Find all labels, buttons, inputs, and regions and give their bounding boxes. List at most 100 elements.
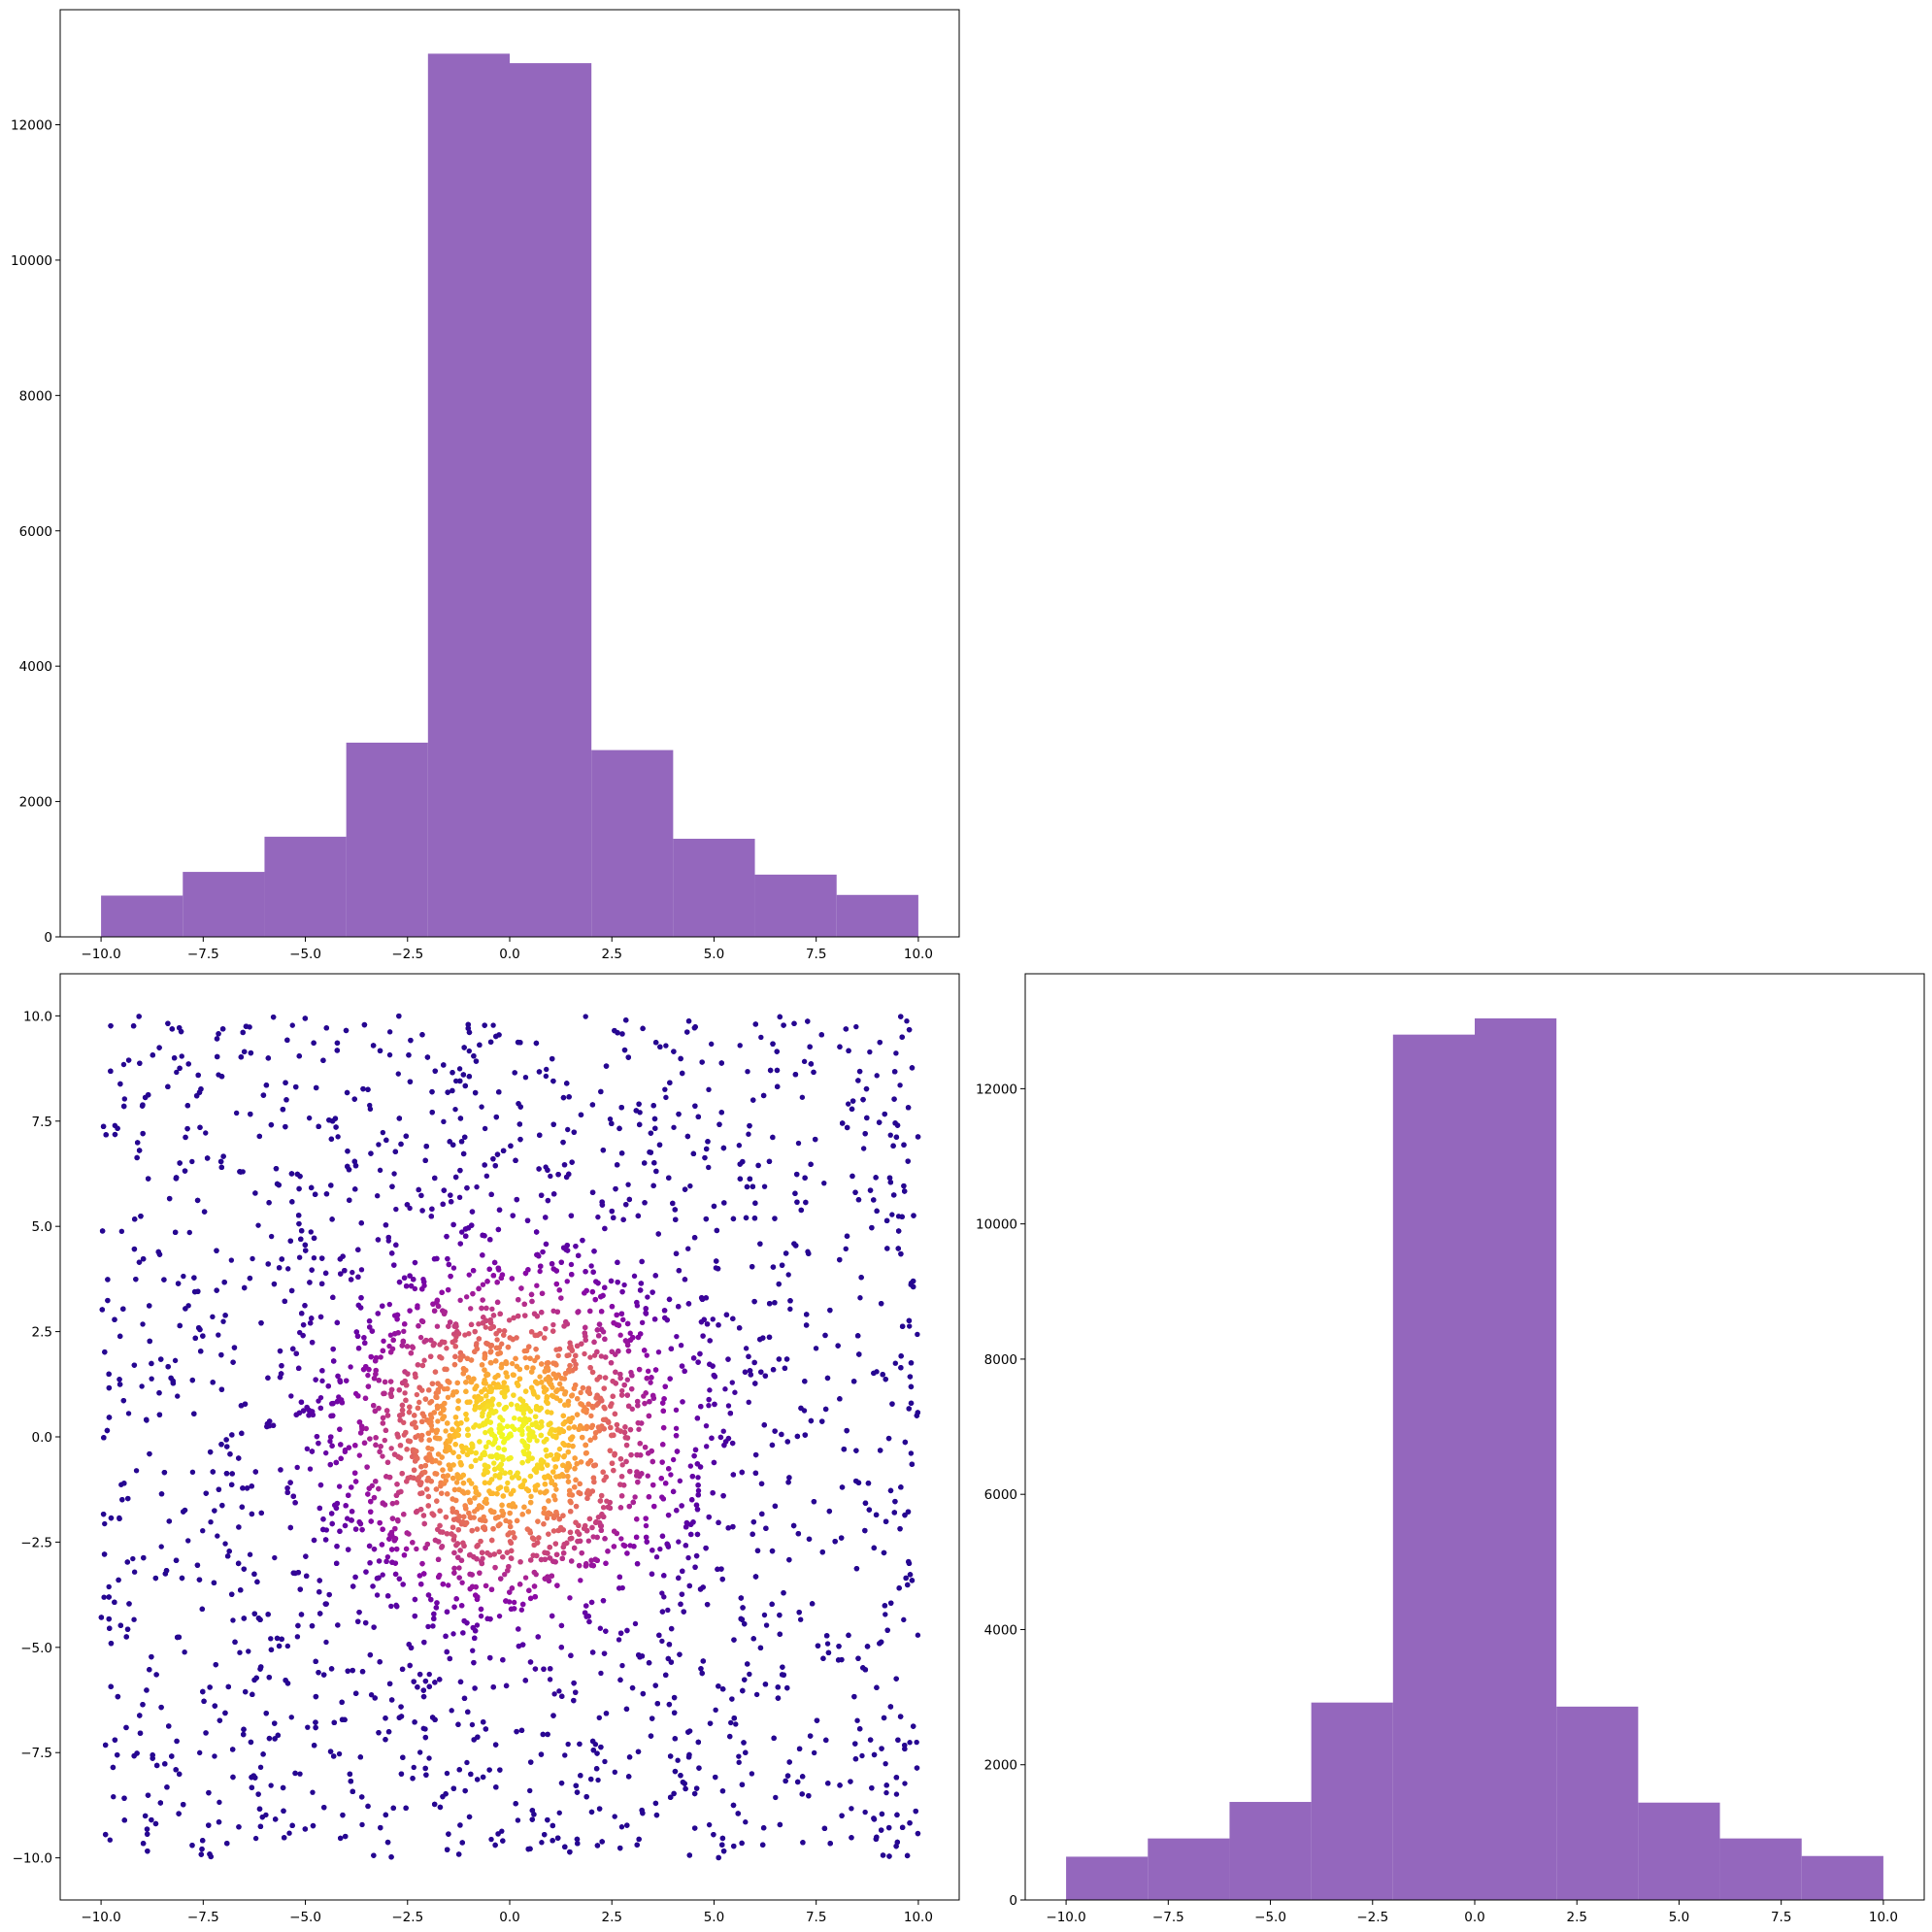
scatter-point bbox=[603, 1063, 610, 1069]
scatter-point bbox=[647, 1149, 652, 1155]
scatter-point bbox=[772, 1428, 778, 1434]
scatter-point bbox=[649, 1715, 655, 1721]
scatter-point bbox=[543, 1241, 550, 1248]
scatter-point bbox=[651, 1116, 658, 1122]
scatter-point bbox=[486, 1767, 492, 1773]
scatter-point bbox=[474, 1183, 480, 1190]
scatter-point bbox=[297, 1173, 303, 1180]
scatter-point bbox=[625, 1182, 631, 1187]
scatter-point bbox=[152, 1575, 159, 1582]
scatter-point bbox=[377, 1167, 383, 1174]
scatter-point bbox=[772, 1216, 778, 1221]
scatter-point bbox=[573, 1689, 579, 1695]
scatter-point bbox=[646, 1660, 652, 1666]
scatter-point bbox=[832, 1538, 838, 1545]
scatter-point bbox=[794, 1433, 801, 1440]
scatter-point bbox=[749, 1263, 755, 1270]
scatter-point bbox=[732, 1389, 738, 1395]
scatter-point bbox=[761, 1612, 768, 1618]
scatter-point bbox=[296, 1220, 302, 1227]
scatter-point bbox=[673, 1250, 680, 1256]
scatter-point bbox=[370, 1583, 376, 1589]
scatter-point bbox=[636, 1651, 642, 1658]
scatter-point bbox=[357, 1305, 364, 1311]
scatter-point bbox=[516, 1626, 521, 1632]
scatter-point bbox=[348, 1277, 354, 1282]
scatter-point bbox=[348, 1364, 353, 1370]
scatter-point bbox=[257, 1823, 264, 1830]
scatter-point bbox=[323, 1527, 330, 1533]
scatter-point bbox=[236, 1524, 242, 1530]
histogram-bar bbox=[591, 749, 674, 937]
scatter-point bbox=[738, 1616, 744, 1622]
scatter-point bbox=[679, 1591, 685, 1597]
scatter-point bbox=[879, 1746, 884, 1751]
scatter-point bbox=[666, 1296, 673, 1303]
scatter-point bbox=[632, 1620, 639, 1627]
scatter-point bbox=[199, 1838, 206, 1844]
scatter-point bbox=[350, 1269, 355, 1276]
scatter-point bbox=[550, 1713, 556, 1718]
scatter-point bbox=[590, 1269, 596, 1275]
scatter-point bbox=[316, 1578, 322, 1583]
scatter-point bbox=[639, 1807, 645, 1814]
y-tick-label: 6000 bbox=[19, 524, 52, 540]
scatter-point bbox=[802, 1379, 808, 1384]
scatter-point bbox=[538, 1192, 545, 1198]
scatter-point bbox=[848, 1779, 853, 1784]
scatter-point bbox=[549, 1261, 555, 1267]
scatter-point bbox=[429, 1715, 436, 1720]
scatter-point bbox=[352, 1186, 358, 1192]
scatter-point bbox=[328, 1666, 335, 1672]
scatter-point bbox=[350, 1667, 355, 1674]
scatter-point bbox=[195, 1072, 201, 1079]
scatter-point bbox=[256, 1806, 263, 1812]
scatter-point bbox=[549, 1613, 555, 1619]
scatter-point bbox=[567, 1595, 573, 1601]
scatter-point bbox=[380, 1129, 386, 1136]
scatter-point bbox=[514, 1728, 519, 1735]
scatter-point bbox=[671, 1049, 677, 1054]
scatter-point bbox=[268, 1636, 274, 1642]
scatter-point bbox=[516, 1121, 523, 1127]
scatter-point bbox=[838, 1535, 845, 1541]
scatter-point bbox=[278, 1371, 284, 1377]
scatter-point bbox=[883, 1612, 888, 1617]
scatter-point bbox=[736, 1759, 742, 1765]
scatter-point bbox=[880, 1372, 885, 1378]
scatter-point bbox=[224, 1553, 231, 1559]
scatter-point bbox=[578, 1112, 584, 1117]
scatter-point bbox=[426, 1671, 432, 1678]
scatter-point bbox=[859, 1752, 865, 1759]
scatter-point bbox=[216, 1031, 221, 1037]
scatter-point bbox=[757, 1241, 763, 1247]
scatter-point bbox=[529, 1816, 535, 1822]
scatter-point bbox=[214, 1053, 220, 1060]
scatter-point bbox=[238, 1587, 244, 1593]
scatter-point bbox=[131, 1616, 137, 1622]
scatter-point bbox=[99, 1228, 106, 1234]
scatter-point bbox=[533, 1229, 540, 1235]
scatter-point bbox=[194, 1562, 201, 1568]
scatter-point bbox=[661, 1308, 668, 1314]
scatter-point bbox=[862, 1809, 868, 1815]
scatter-point bbox=[496, 1207, 503, 1213]
scatter-point bbox=[550, 1055, 555, 1062]
scatter-point bbox=[685, 1246, 691, 1251]
scatter-point bbox=[176, 1634, 183, 1640]
scatter-point bbox=[455, 1721, 461, 1727]
scatter-point bbox=[713, 1265, 719, 1271]
scatter-point bbox=[898, 1250, 904, 1257]
scatter-point bbox=[565, 1126, 571, 1133]
scatter-point bbox=[752, 1200, 758, 1206]
scatter-point bbox=[733, 1721, 739, 1727]
scatter-point bbox=[323, 1601, 329, 1607]
y-tick-label: 0 bbox=[44, 930, 52, 946]
scatter-point bbox=[380, 1303, 385, 1309]
scatter-point bbox=[237, 1649, 243, 1655]
scatter-point bbox=[103, 1132, 109, 1138]
scatter-point bbox=[750, 1636, 756, 1642]
scatter-point bbox=[241, 1731, 247, 1738]
scatter-point bbox=[657, 1044, 663, 1050]
scatter-point bbox=[849, 1835, 854, 1841]
